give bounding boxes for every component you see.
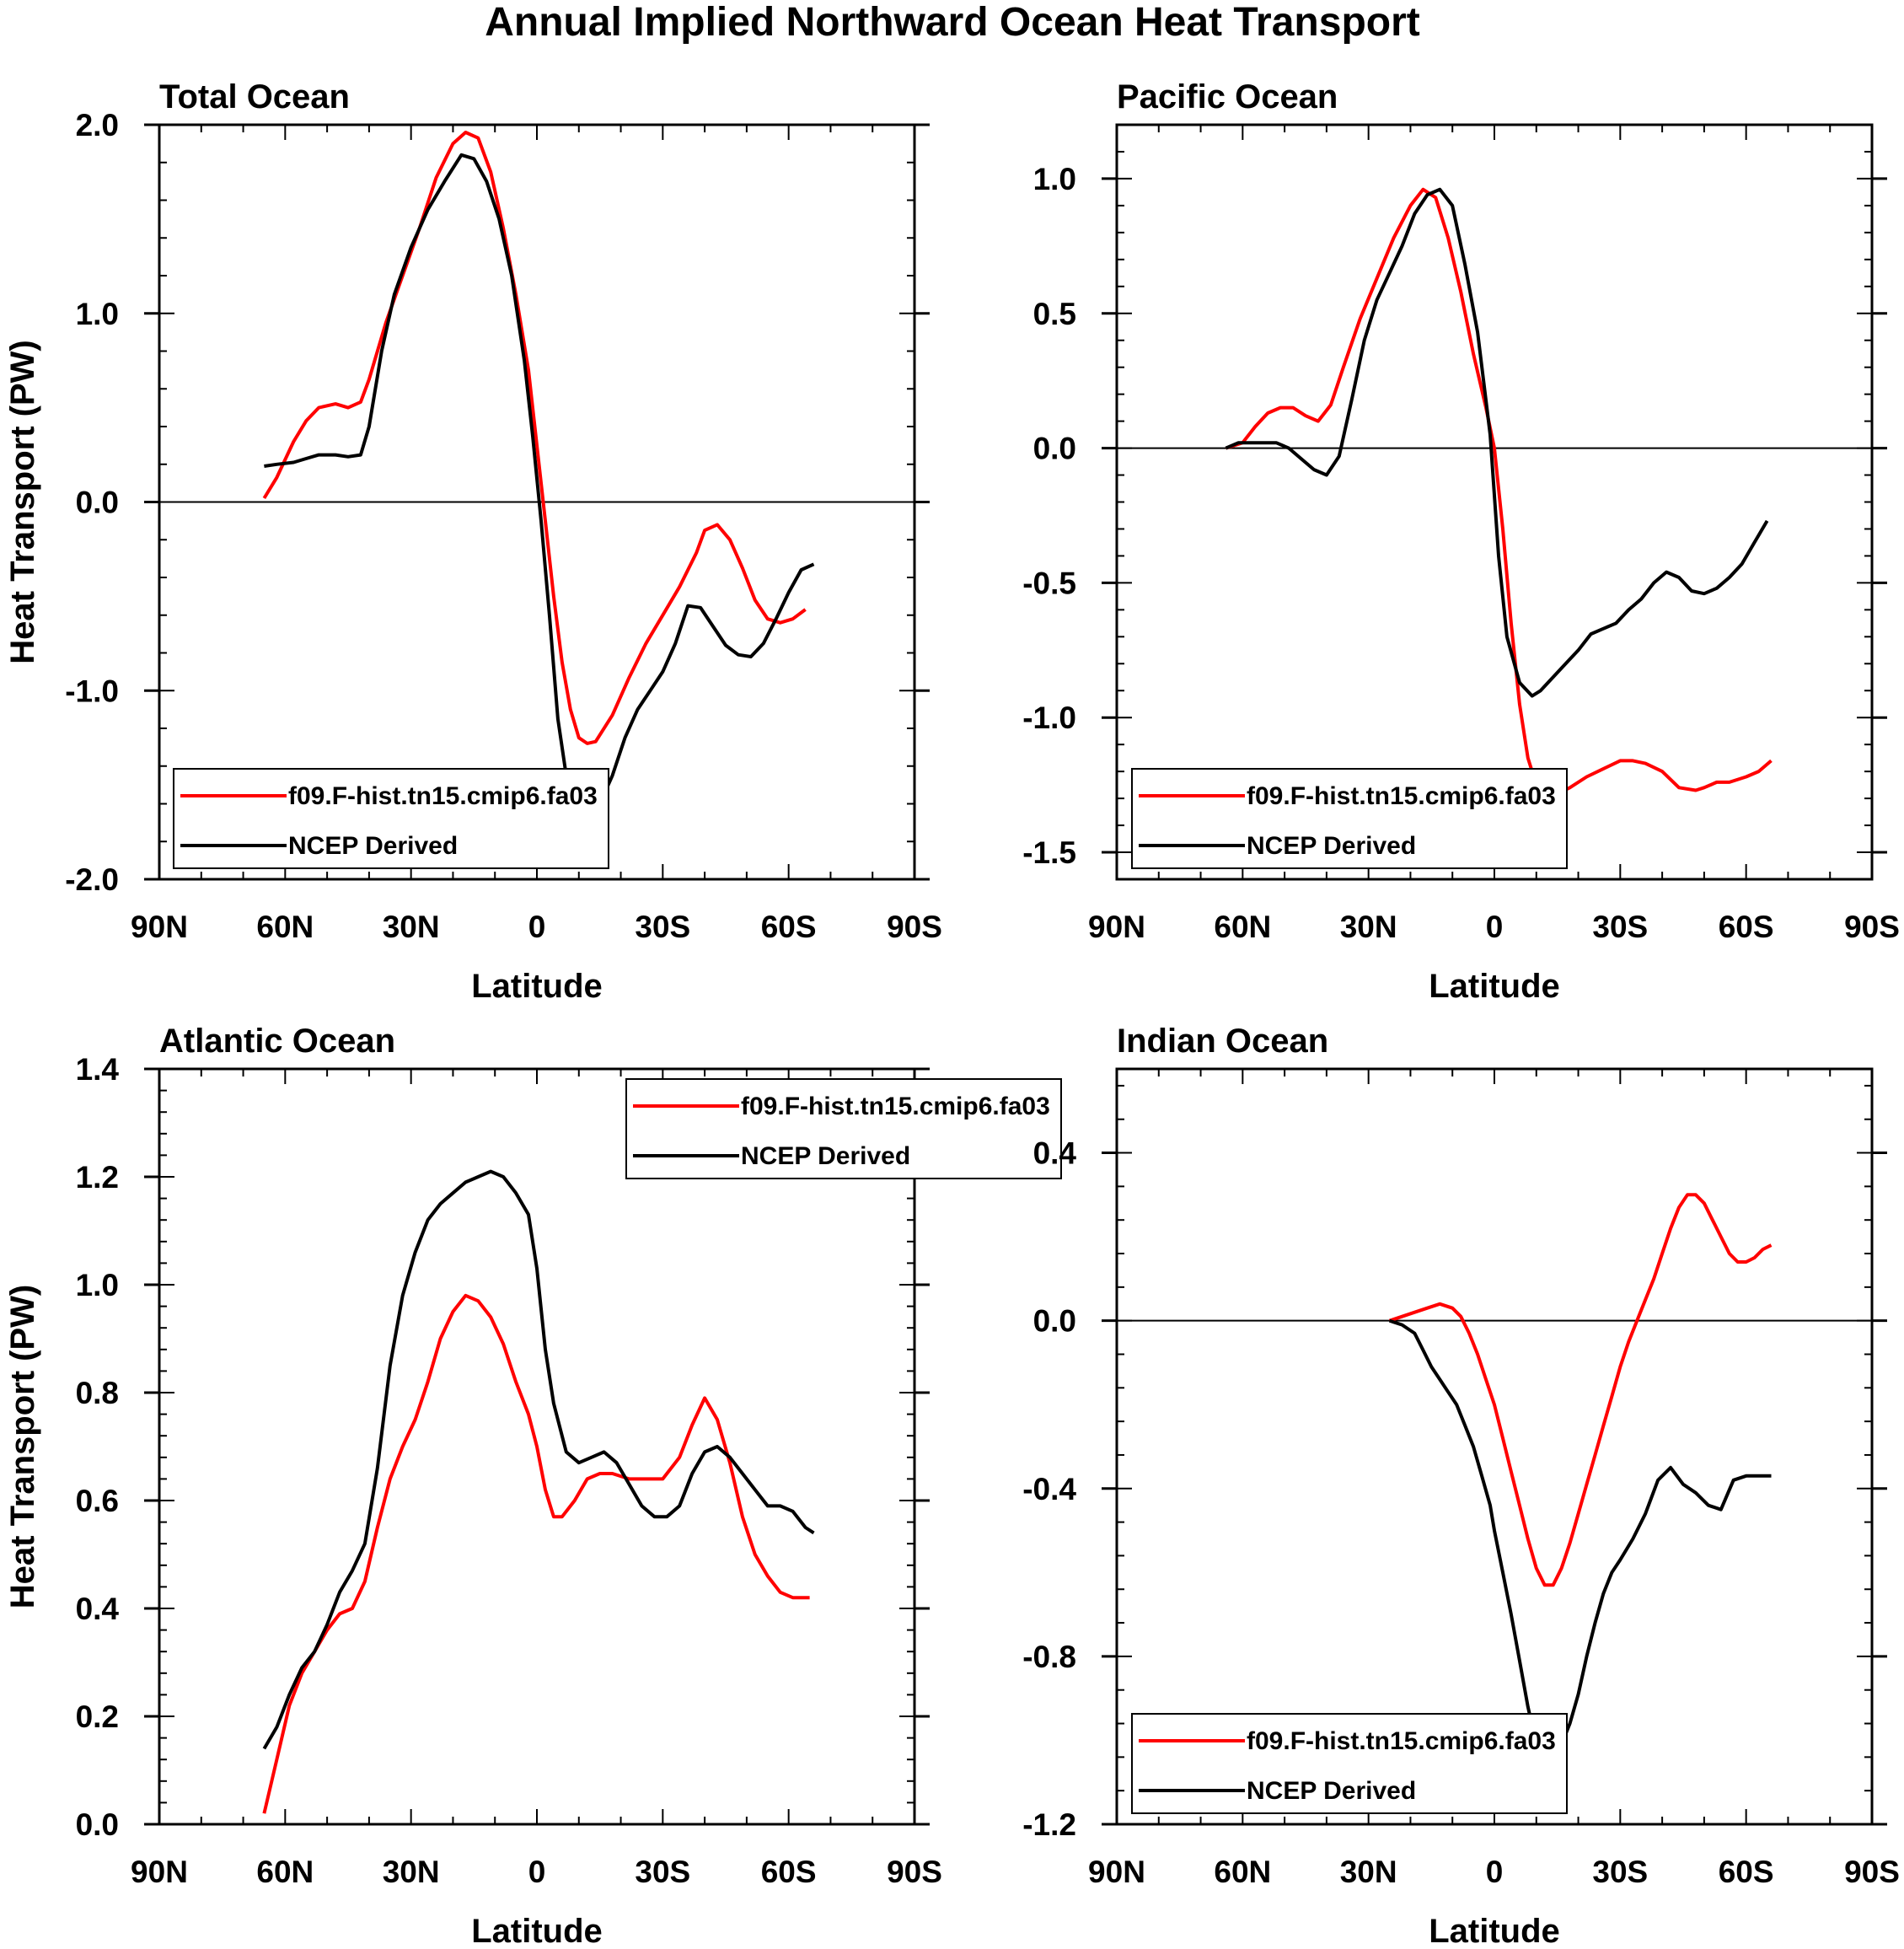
series-line [262, 131, 807, 745]
legend-label: NCEP Derived [288, 832, 458, 860]
x-tick-label: 60N [256, 1855, 314, 1889]
x-tick-label: 90S [887, 910, 942, 944]
y-tick-label: 1.0 [1033, 162, 1076, 196]
y-tick-label: 0.0 [76, 1807, 119, 1842]
legend: f09.F-hist.tn15.cmip6.fa03 NCEP Derived [173, 768, 609, 869]
y-axis-label: Heat Transport (PW) [4, 340, 41, 663]
x-tick-label: 30S [635, 910, 690, 944]
series-line [1225, 187, 1773, 797]
x-tick-label: 60N [1214, 1855, 1271, 1889]
x-tick-label: 90S [1844, 910, 1900, 944]
legend-label: f09.F-hist.tn15.cmip6.fa03 [288, 782, 598, 810]
x-axis-label: Latitude [1429, 1913, 1560, 1949]
y-tick-label: -0.8 [1022, 1640, 1076, 1674]
y-tick-label: 0.0 [76, 486, 119, 520]
y-tick-label: -0.4 [1022, 1472, 1076, 1506]
legend-box [625, 1078, 1062, 1179]
y-tick-label: 0.2 [76, 1699, 119, 1734]
chart-panel: 90N 60N 30N 0 30S 60S 90S -1.2 -0.8 -0.4 0.0 0.4 Ind… [1022, 1023, 1900, 1949]
y-tick-label: -1.5 [1022, 835, 1076, 870]
x-tick-label: 30N [383, 1855, 440, 1889]
legend-label: NCEP Derived [741, 1142, 910, 1170]
panel-title: Pacific Ocean [1117, 78, 1338, 115]
chart-panel: 90N 60N 30N 0 30S 60S 90S -2.0 -1.0 0.0 1.0 2.0 Tota… [4, 78, 942, 1005]
y-tick-label: -2.0 [65, 862, 119, 897]
x-tick-label: 30N [1340, 910, 1397, 944]
series-line [1388, 1193, 1773, 1587]
y-tick-label: 0.8 [76, 1376, 119, 1410]
figure-title: Annual Implied Northward Ocean Heat Tran… [485, 0, 1420, 45]
legend-label: NCEP Derived [1247, 832, 1416, 860]
x-tick-label: 60S [1719, 1855, 1774, 1889]
x-tick-label: 90N [131, 910, 188, 944]
legend-box [1131, 1713, 1568, 1814]
series-line [262, 1169, 815, 1750]
x-tick-label: 90N [1088, 1855, 1145, 1889]
legend: f09.F-hist.tn15.cmip6.fa03 NCEP Derived [1131, 1713, 1568, 1814]
x-tick-label: 90N [131, 1855, 188, 1889]
x-tick-label: 30S [1592, 910, 1648, 944]
panel-title: Total Ocean [159, 78, 350, 115]
y-tick-label: -1.2 [1022, 1807, 1076, 1842]
x-tick-label: 60S [761, 910, 817, 944]
y-axis-label: Heat Transport (PW) [4, 1285, 41, 1608]
x-tick-label: 60S [1719, 910, 1774, 944]
chart-panel: 90N 60N 30N 0 30S 60S 90S 0.0 0.2 0.4 0.6 0.8 1.0 1.2… [4, 1023, 1062, 1949]
panel-title: Atlantic Ocean [159, 1023, 395, 1060]
x-tick-label: 90S [1844, 1855, 1900, 1889]
y-tick-label: 0.5 [1033, 297, 1076, 331]
y-tick-label: -0.5 [1022, 566, 1076, 600]
x-tick-label: 0 [1486, 1855, 1504, 1889]
x-axis-label: Latitude [1429, 968, 1560, 1005]
x-tick-label: 30S [1592, 1855, 1648, 1889]
x-tick-label: 90S [887, 1855, 942, 1889]
y-tick-label: 1.0 [76, 297, 119, 331]
legend-label: f09.F-hist.tn15.cmip6.fa03 [1247, 1727, 1556, 1755]
y-tick-label: 0.6 [76, 1484, 119, 1518]
y-tick-label: 0.0 [1033, 1304, 1076, 1339]
series-line [1225, 187, 1769, 698]
x-tick-label: 60N [256, 910, 314, 944]
y-tick-label: -1.0 [65, 674, 119, 708]
panel-title: Indian Ocean [1117, 1023, 1328, 1060]
y-tick-label: 0.0 [1033, 432, 1076, 466]
y-tick-label: 0.4 [76, 1592, 120, 1626]
x-tick-label: 60N [1214, 910, 1271, 944]
y-tick-label: 0.4 [1033, 1136, 1077, 1171]
y-tick-label: 1.2 [76, 1160, 119, 1195]
legend-label: f09.F-hist.tn15.cmip6.fa03 [741, 1093, 1050, 1120]
legend-label: f09.F-hist.tn15.cmip6.fa03 [1247, 782, 1556, 810]
x-axis-label: Latitude [471, 968, 603, 1005]
series-line [262, 1293, 810, 1814]
x-tick-label: 30N [383, 910, 440, 944]
x-tick-label: 30N [1340, 1855, 1397, 1889]
y-tick-label: 1.4 [76, 1052, 120, 1087]
y-tick-label: 1.0 [76, 1268, 119, 1302]
x-tick-label: 30S [635, 1855, 690, 1889]
chart-panel: 90N 60N 30N 0 30S 60S 90S -1.5 -1.0 -0.5 0.0 0.5 1.0… [1022, 78, 1900, 1005]
legend-box [173, 768, 609, 869]
x-axis-label: Latitude [471, 1913, 603, 1949]
legend: f09.F-hist.tn15.cmip6.fa03 NCEP Derived [625, 1078, 1062, 1179]
x-tick-label: 60S [761, 1855, 817, 1889]
x-tick-label: 0 [528, 1855, 546, 1889]
x-tick-label: 0 [528, 910, 546, 944]
x-tick-label: 90N [1088, 910, 1145, 944]
x-tick-label: 0 [1486, 910, 1504, 944]
legend-label: NCEP Derived [1247, 1777, 1416, 1805]
y-tick-label: 2.0 [76, 108, 119, 142]
legend-box [1131, 768, 1568, 869]
series-line [264, 153, 815, 817]
legend: f09.F-hist.tn15.cmip6.fa03 NCEP Derived [1131, 768, 1568, 869]
y-tick-label: -1.0 [1022, 701, 1076, 735]
